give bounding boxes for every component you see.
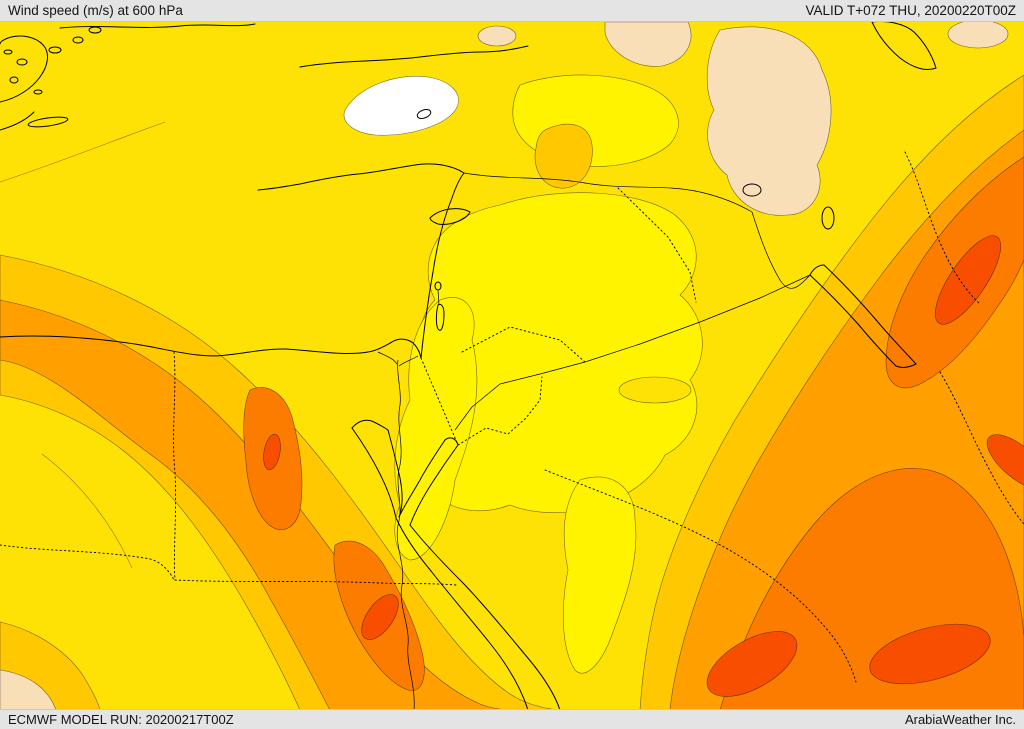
border-dotted-libya-sudan: [0, 544, 175, 581]
lake-tuz: [416, 109, 432, 119]
contour-region-gold-spot-north: [534, 123, 593, 189]
jordan-river: [437, 289, 440, 306]
nile-delta-branches: [377, 351, 419, 367]
lake-van: [742, 183, 762, 197]
contour-line-southwest: [41, 453, 133, 569]
red-sea-coastlines: [351, 419, 561, 709]
footer-bar: ECMWF MODEL RUN: 20200217T00Z ArabiaWeat…: [0, 709, 1024, 729]
dead-sea: [435, 303, 445, 331]
border-dotted-egypt-sudan: [174, 579, 457, 586]
nile-river: [396, 359, 415, 709]
coastline-aegean: [0, 35, 48, 103]
cyprus-island: [429, 208, 471, 225]
contour-max-red-northeast: [935, 235, 1001, 325]
border-dotted-jordan-saudi: [457, 376, 543, 446]
contour-map-canvas: [0, 22, 1024, 709]
coastline-mediterranean: [0, 163, 465, 359]
contour-max-red-south-b: [869, 623, 991, 685]
lake-urmia: [821, 206, 835, 230]
contour-max-red-suez: [263, 433, 281, 471]
contour-calm-cream-iran: [706, 26, 832, 216]
border-dotted-jordan-iraq: [461, 326, 586, 363]
border-dotted-iran-north: [904, 151, 981, 305]
contour-max-red-south-a: [706, 631, 798, 697]
contour-calm-cream-north: [604, 22, 692, 67]
caspian-sea-outline: [871, 22, 937, 71]
contour-line-northwest: [0, 121, 166, 183]
border-dotted-saudi-interior: [544, 469, 857, 683]
header-bar: Wind speed (m/s) at 600 hPa VALID T+072 …: [0, 0, 1024, 22]
border-turkey-syria: [463, 172, 753, 213]
valid-time-label: VALID T+072 THU, 20200220T00Z: [805, 3, 1016, 18]
credit-label: ArabiaWeather Inc.: [904, 712, 1016, 727]
contour-region-light-yellow-sinai: [394, 297, 478, 561]
contour-band-orange-west: [0, 299, 502, 709]
contour-max-red-redsea: [361, 594, 399, 640]
contour-region-light-yellow-south: [562, 476, 637, 674]
coastline-aegean-south: [0, 111, 35, 131]
contour-calm-cream-southwest-corner: [0, 669, 56, 709]
coastline-top-left: [59, 23, 256, 29]
contour-island-yellow: [618, 376, 692, 404]
border-dotted-egypt-israel: [420, 357, 459, 446]
contour-region-light-yellow-levant: [412, 192, 703, 513]
model-run-label: ECMWF MODEL RUN: 20200217T00Z: [8, 712, 234, 727]
contour-calm-cream-spot: [477, 25, 517, 47]
wind-speed-map: [0, 22, 1024, 709]
coastline-black-sea: [299, 45, 529, 68]
contour-min-white-anatolia: [343, 75, 459, 136]
border-iraq-iran: [751, 211, 811, 289]
map-title: Wind speed (m/s) at 600 hPa: [8, 3, 183, 18]
border-dotted-syria-iraq: [617, 187, 697, 303]
contour-calm-cream-caspian: [947, 22, 1009, 49]
contour-max-red-east-edge: [986, 434, 1024, 490]
persian-gulf-coastlines: [809, 264, 917, 368]
border-dotted-libya-egypt: [173, 351, 177, 581]
